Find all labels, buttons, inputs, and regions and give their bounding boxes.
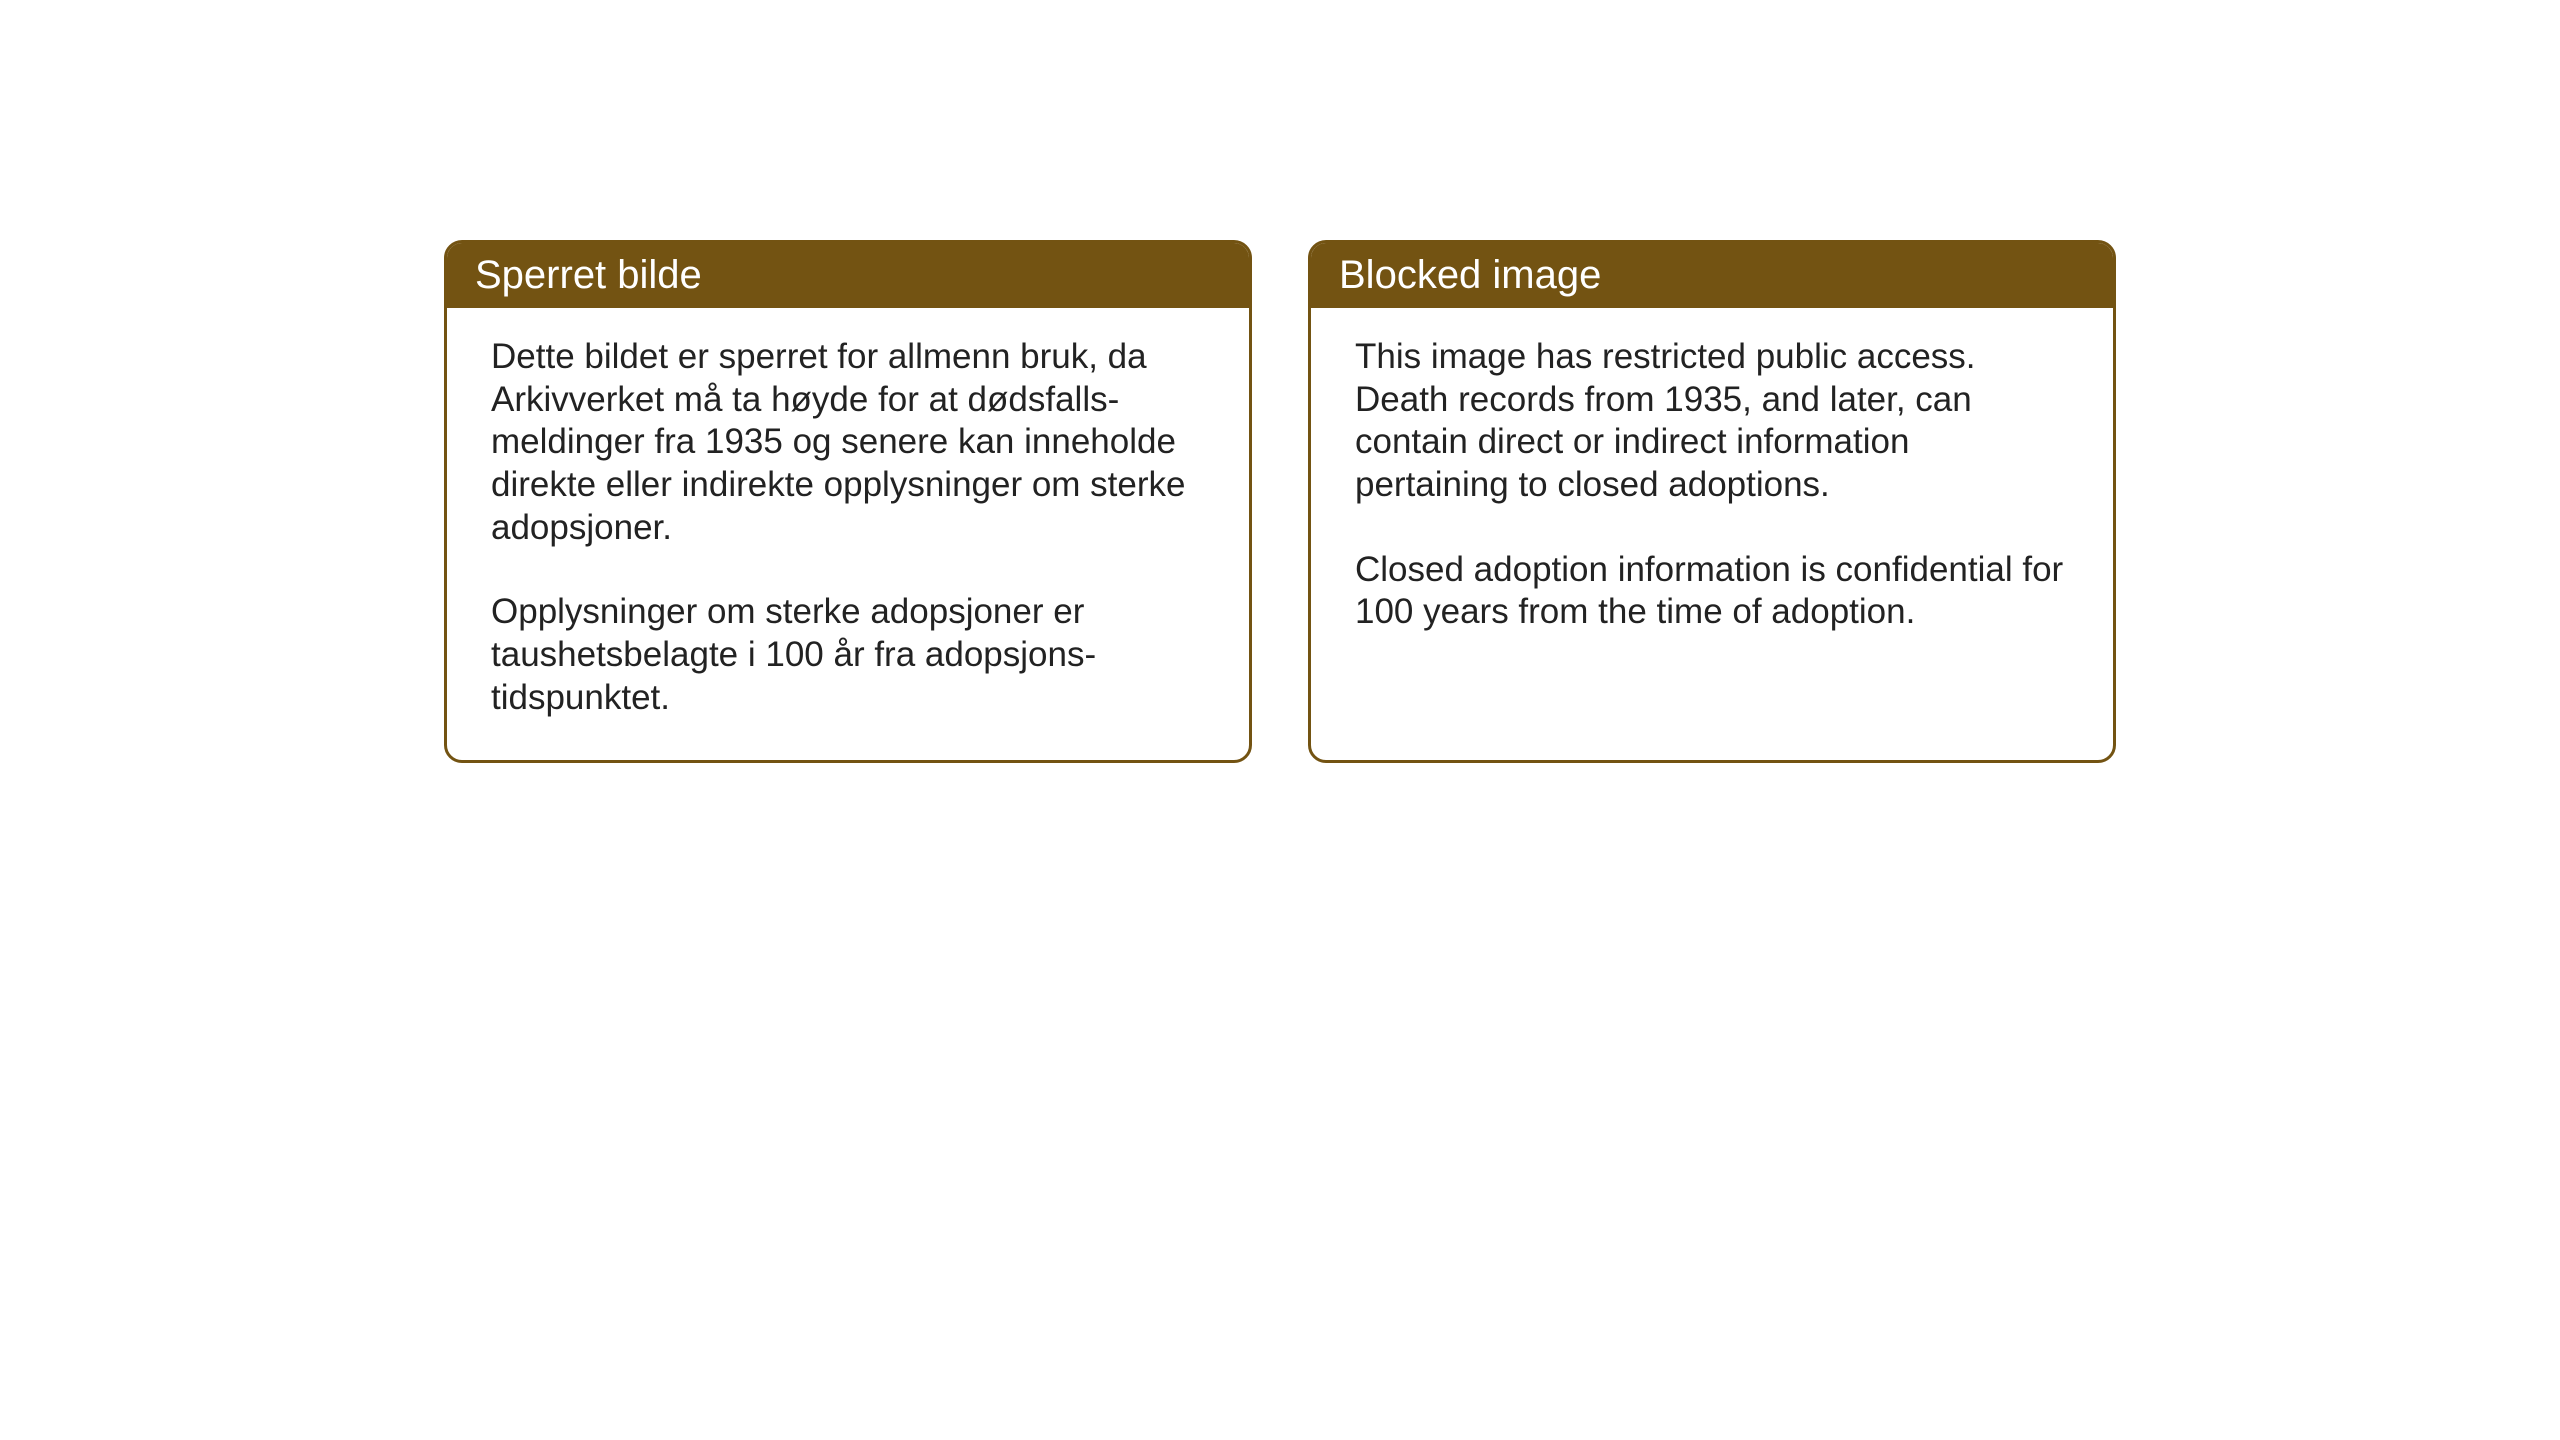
notice-paragraph-1-english: This image has restricted public access.… xyxy=(1355,336,2069,507)
notice-body-norwegian: Dette bildet er sperret for allmenn bruk… xyxy=(447,308,1249,760)
notice-paragraph-2-english: Closed adoption information is confident… xyxy=(1355,549,2069,634)
notice-box-english: Blocked image This image has restricted … xyxy=(1308,240,2116,763)
notice-header-norwegian: Sperret bilde xyxy=(447,243,1249,308)
notice-box-norwegian: Sperret bilde Dette bildet er sperret fo… xyxy=(444,240,1252,763)
notice-body-english: This image has restricted public access.… xyxy=(1311,308,2113,674)
notice-container: Sperret bilde Dette bildet er sperret fo… xyxy=(444,240,2116,763)
notice-paragraph-2-norwegian: Opplysninger om sterke adopsjoner er tau… xyxy=(491,591,1205,719)
notice-paragraph-1-norwegian: Dette bildet er sperret for allmenn bruk… xyxy=(491,336,1205,549)
notice-header-english: Blocked image xyxy=(1311,243,2113,308)
